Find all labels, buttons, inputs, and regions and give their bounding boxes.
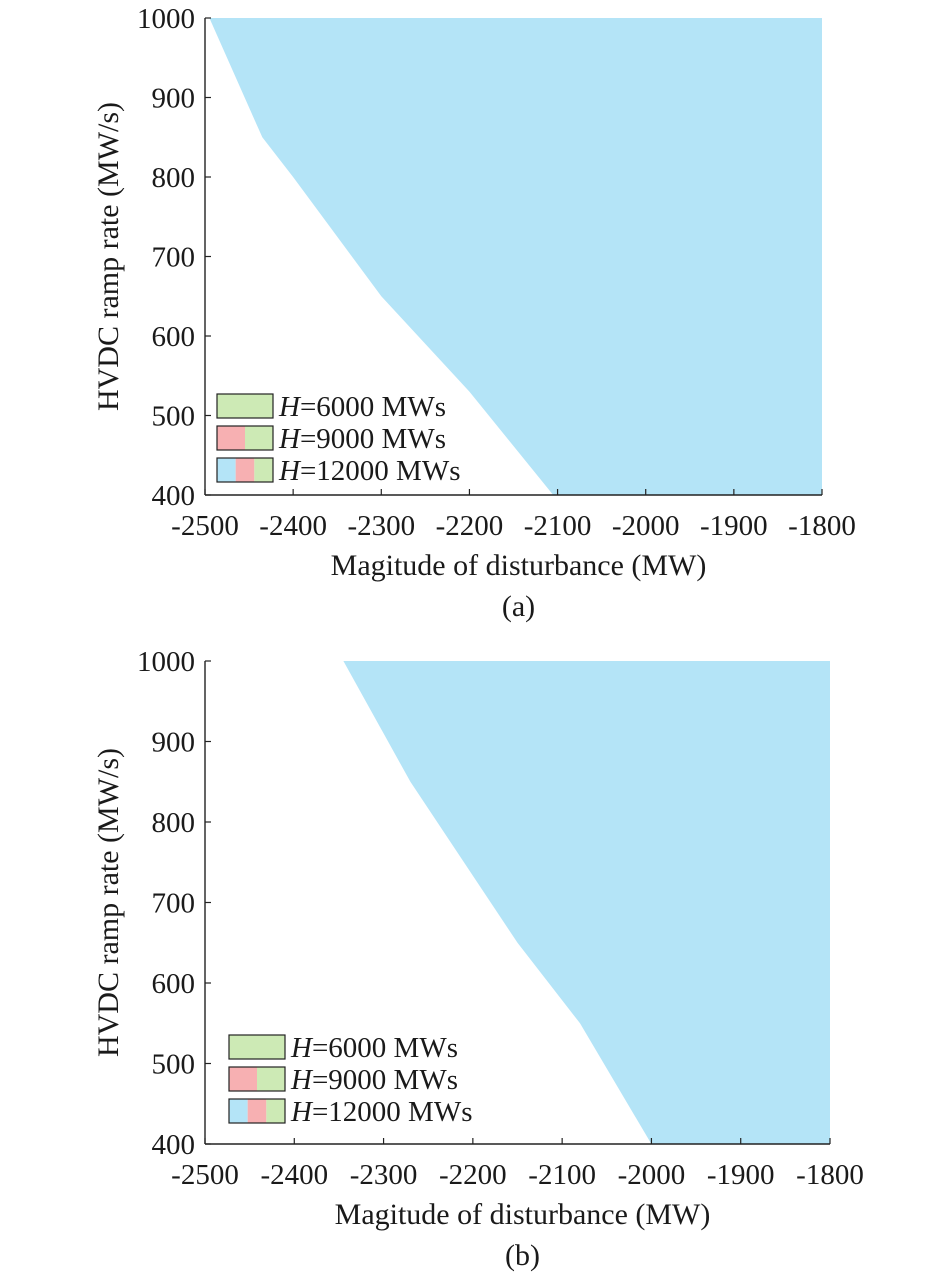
legend-swatch [235,458,255,482]
legend-swatch-border [228,1066,286,1092]
legend-item: H=9000 MWs [216,423,446,455]
x-tick-label: -1800 [788,510,856,542]
legend-label-value: =6000 MWs [312,1032,458,1064]
y-tick-label: 500 [152,1049,196,1081]
legend-swatch [217,394,273,418]
legend-label-symbol: H [290,1064,314,1096]
x-tick-label: -2500 [171,510,239,542]
legend-swatch-border [216,425,274,451]
x-tick-label: -1800 [796,1159,864,1191]
legend-swatch-border [228,1034,286,1060]
x-tick-label: -2100 [528,1159,596,1191]
x-tick-label: -2400 [260,1159,328,1191]
y-tick-label: 400 [152,1129,196,1161]
legend-swatch [229,1099,248,1123]
panel-label: (a) [502,590,535,623]
x-axis-title: Magitude of disturbance (MW) [331,549,707,582]
y-tick-label: 800 [152,162,196,194]
x-tick-label: -1900 [707,1159,775,1191]
x-tick-label: -2200 [436,510,504,542]
x-tick-label: -2500 [171,1159,239,1191]
legend-label-value: =6000 MWs [300,391,446,423]
legend-label-symbol: H [278,423,302,455]
legend-label: H=12000 MWs [290,1096,473,1128]
x-tick-label: -2000 [618,1159,686,1191]
legend-swatch [257,1067,285,1091]
legend-item: H=12000 MWs [228,1096,473,1128]
legend-swatch-border [228,1098,286,1124]
legend-label-symbol: H [278,391,302,423]
legend-label-symbol: H [290,1096,314,1128]
y-tick-label: 1000 [137,3,195,35]
legend-label: H=9000 MWs [278,423,446,455]
x-axis-title: Magitude of disturbance (MW) [335,1198,711,1231]
x-tick-label: -2400 [259,510,327,542]
legend-label-value: =12000 MWs [312,1096,473,1128]
y-axis-title: HVDC ramp rate (MW/s) [92,102,125,411]
legend-label-symbol: H [290,1032,314,1064]
y-tick-label: 500 [152,401,196,433]
x-tick-label: -2300 [350,1159,418,1191]
legend-label-value: =9000 MWs [312,1064,458,1096]
x-tick-label: -1900 [700,510,768,542]
chart-panel-a: -2500 -2400 -2300 -2200 -2100 -2000 -1900 -1800… [92,3,856,623]
legend-item: H=9000 MWs [228,1064,458,1096]
y-tick-label: 400 [152,480,196,512]
legend-swatch [245,426,273,450]
legend-swatch-border [216,393,274,419]
legend-label: H=6000 MWs [290,1032,458,1064]
y-tick-label: 700 [152,888,196,920]
legend-label-value: =12000 MWs [300,455,461,487]
legend-swatch [229,1035,285,1059]
y-tick-label: 900 [152,727,196,759]
legend-swatch [217,458,236,482]
legend-label: H=12000 MWs [278,455,461,487]
y-tick-label: 600 [152,321,196,353]
legend-swatch [254,458,273,482]
legend-swatch-border [216,457,274,483]
chart-panel-b: -2500 -2400 -2300 -2200 -2100 -2000 -1900 -1800… [92,646,864,1272]
y-tick-label: 600 [152,968,196,1000]
y-tick-label: 1000 [137,646,195,678]
legend-label: H=9000 MWs [290,1064,458,1096]
legend-item: H=6000 MWs [216,391,446,423]
legend-item: H=6000 MWs [228,1032,458,1064]
region-12000-area [343,661,830,1144]
legend-swatch [217,426,245,450]
y-tick-label: 900 [152,83,196,115]
legend-label-value: =9000 MWs [300,423,446,455]
legend-item: H=12000 MWs [216,455,461,487]
panel-label: (b) [505,1239,540,1272]
legend-swatch [266,1099,285,1123]
legend-label-symbol: H [278,455,302,487]
legend-swatch [247,1099,267,1123]
region-12000-area [209,18,822,495]
x-tick-label: -2000 [612,510,680,542]
legend-swatch [229,1067,257,1091]
legend-label: H=6000 MWs [278,391,446,423]
y-axis-title: HVDC ramp rate (MW/s) [92,748,125,1057]
y-tick-label: 800 [152,807,196,839]
y-tick-label: 700 [152,242,196,274]
x-tick-label: -2200 [439,1159,507,1191]
x-tick-label: -2100 [524,510,592,542]
x-tick-label: -2300 [347,510,415,542]
